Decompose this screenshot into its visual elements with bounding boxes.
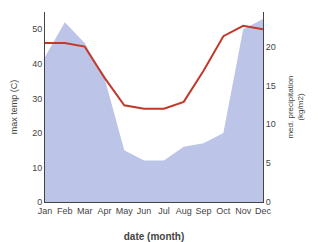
svg-text:Sep: Sep: [196, 206, 212, 216]
svg-text:10: 10: [266, 119, 276, 129]
svg-text:5: 5: [266, 158, 271, 168]
svg-text:Oct: Oct: [216, 206, 231, 216]
svg-text:20: 20: [32, 128, 42, 138]
svg-text:Feb: Feb: [57, 206, 73, 216]
svg-text:Apr: Apr: [97, 206, 111, 216]
svg-text:Jan: Jan: [38, 206, 53, 216]
svg-text:20: 20: [266, 42, 276, 52]
svg-text:Jul: Jul: [158, 206, 170, 216]
svg-text:15: 15: [266, 81, 276, 91]
svg-text:10: 10: [32, 163, 42, 173]
svg-text:50: 50: [32, 24, 42, 34]
svg-text:Nov: Nov: [235, 206, 252, 216]
svg-text:May: May: [116, 206, 134, 216]
svg-text:max temp (C): max temp (C): [9, 80, 19, 135]
svg-text:40: 40: [32, 59, 42, 69]
svg-text:date (month): date (month): [124, 231, 185, 242]
svg-text:Jun: Jun: [137, 206, 152, 216]
svg-text:0: 0: [266, 197, 271, 207]
svg-text:Mar: Mar: [77, 206, 93, 216]
svg-text:30: 30: [32, 94, 42, 104]
svg-text:med. precipitation(kg/m2): med. precipitation(kg/m2): [286, 75, 305, 138]
svg-text:Aug: Aug: [176, 206, 192, 216]
svg-text:0: 0: [37, 197, 42, 207]
svg-text:Dec: Dec: [255, 206, 272, 216]
